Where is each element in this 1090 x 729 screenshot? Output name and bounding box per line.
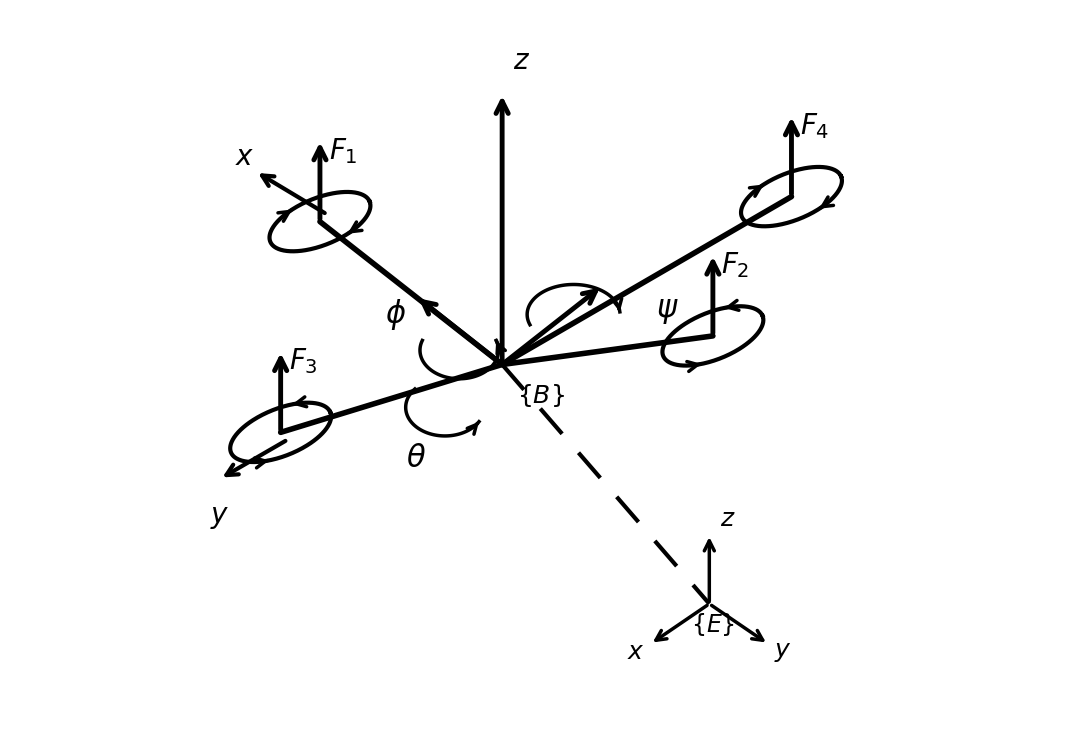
- Text: $x$: $x$: [628, 640, 645, 664]
- Text: $F_4$: $F_4$: [800, 111, 829, 141]
- Text: $\theta$: $\theta$: [407, 443, 426, 474]
- Text: $y$: $y$: [774, 640, 791, 664]
- Text: $x$: $x$: [235, 144, 255, 171]
- Text: $\psi$: $\psi$: [656, 295, 678, 327]
- Text: $y$: $y$: [210, 504, 230, 531]
- Text: $F_1$: $F_1$: [328, 136, 358, 165]
- Text: $F_2$: $F_2$: [722, 250, 750, 280]
- Text: $\{B\}$: $\{B\}$: [518, 382, 566, 410]
- Text: $F_3$: $F_3$: [289, 347, 318, 376]
- Text: $\{E\}$: $\{E\}$: [691, 611, 735, 638]
- Text: $z$: $z$: [513, 48, 530, 75]
- Text: $\phi$: $\phi$: [385, 297, 405, 332]
- Text: $z$: $z$: [720, 507, 736, 531]
